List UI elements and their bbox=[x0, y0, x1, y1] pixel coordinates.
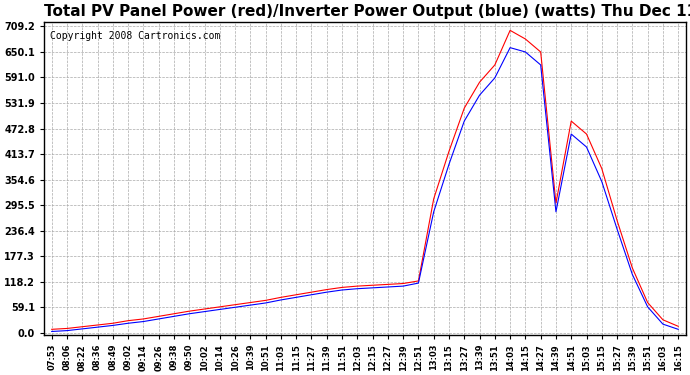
Text: Copyright 2008 Cartronics.com: Copyright 2008 Cartronics.com bbox=[50, 31, 221, 41]
Text: Total PV Panel Power (red)/Inverter Power Output (blue) (watts) Thu Dec 11 16:18: Total PV Panel Power (red)/Inverter Powe… bbox=[44, 4, 690, 19]
